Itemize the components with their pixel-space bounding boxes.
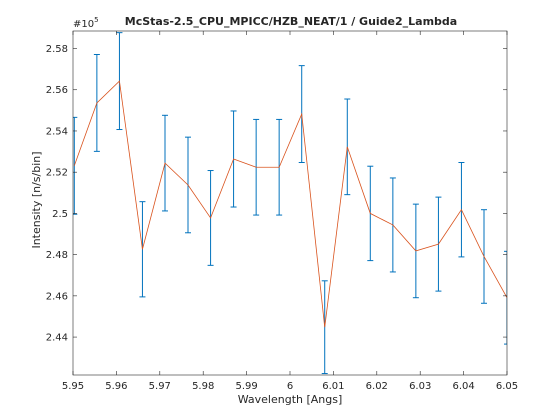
exponent-label: #105 [73,16,99,30]
y-tick-label: 2.44 [46,333,68,344]
plot-area [73,31,507,375]
x-tick-label: 6 [287,381,293,392]
exponent-base: #10 [73,19,94,30]
y-tick-label: 2.48 [46,250,68,261]
series-line [73,80,507,328]
y-tick-label: 2.46 [46,291,68,302]
data-marks [73,32,507,375]
y-axis-label: Intensity [n/s/bin] [30,151,43,248]
y-tick-label: 2.56 [46,85,68,96]
y-tick-label: 2.52 [46,168,68,179]
x-tick-label: 6.04 [452,381,474,392]
error-bar [504,250,507,345]
chart-title: McStas-2.5_CPU_MPICC/HZB_NEAT/1 / Guide2… [125,15,457,28]
x-tick-label: 6.01 [322,381,344,392]
x-tick-label: 6.02 [366,381,388,392]
plot-background [73,31,507,375]
tick-labels: 5.95 5.96 5.97 5.98 5.99 6 6.01 6.02 6.03 6.04 6.0… [46,44,518,392]
x-tick-label: 5.99 [235,381,257,392]
y-tick-label: 2.5 [52,209,68,220]
x-tick-label: 5.96 [105,381,127,392]
svg-text:#105: #105 [73,16,99,30]
x-tick-label: 5.97 [149,381,171,392]
x-tick-label: 6.03 [409,381,431,392]
x-tick-label: 5.95 [62,381,84,392]
x-axis-label: Wavelength [Angs] [238,393,343,406]
y-tick-label: 2.58 [46,44,68,55]
y-tick-label: 2.54 [46,126,68,137]
axes [72,30,508,376]
exponent-power: 5 [94,16,98,24]
x-tick-label: 5.98 [192,381,214,392]
x-tick-label: 6.05 [496,381,518,392]
